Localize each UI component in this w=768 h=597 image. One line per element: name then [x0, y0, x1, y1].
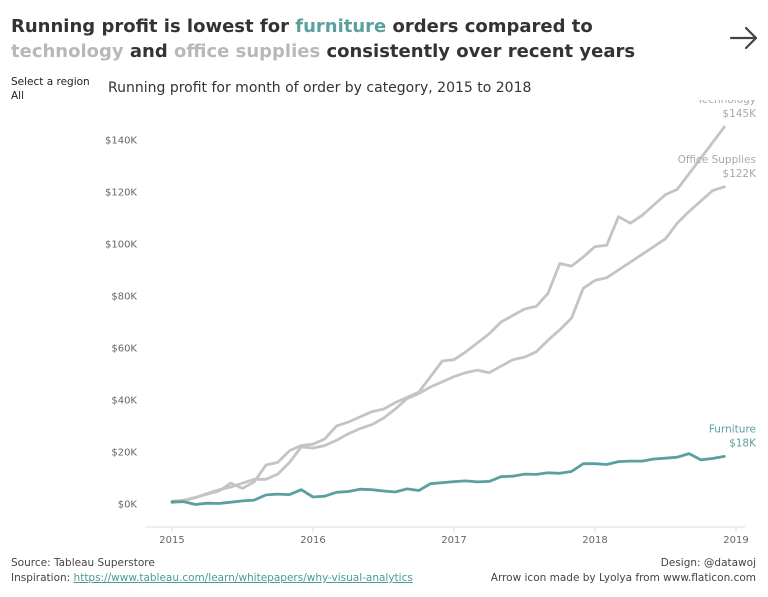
y-tick-label: $60K [111, 344, 137, 355]
y-tick-label: $80K [111, 292, 137, 303]
inspiration-link[interactable]: https://www.tableau.com/learn/whitepaper… [73, 572, 413, 584]
y-tick-label: $20K [111, 448, 137, 459]
footer-right: Design: @datawoj Arrow icon made by Lyol… [491, 556, 756, 586]
headline-part-4: consistently over recent years [320, 41, 636, 62]
x-tick-label: 2016 [300, 535, 325, 546]
icon-credit: Arrow icon made by Lyolya from www.flati… [490, 572, 756, 584]
headline-part-3: and [123, 41, 175, 62]
footer-left: Source: Tableau Superstore Inspiration: … [11, 556, 413, 586]
chart-title: Running profit for month of order by cat… [108, 80, 532, 96]
series-line-furniture [170, 452, 726, 506]
headline-part-2: orders compared to [386, 16, 593, 37]
end-label-value-technology: $145K [722, 108, 757, 120]
end-label-name-furniture: Furniture [709, 423, 756, 435]
series-line-office-supplies [170, 185, 726, 505]
inspiration-line: Inspiration: https://www.tableau.com/lea… [11, 571, 413, 586]
inspiration-label: Inspiration: [11, 572, 74, 584]
y-tick-label: $100K [105, 240, 137, 251]
y-tick-label: $40K [111, 396, 137, 407]
headline: Running profit is lowest for furniture o… [11, 14, 691, 64]
headline-technology: technology [11, 41, 124, 62]
series-line-technology [170, 125, 726, 503]
end-label-value-office-supplies: $122K [722, 168, 757, 180]
headline-furniture: furniture [295, 16, 387, 37]
x-tick-label: 2019 [723, 535, 748, 546]
end-label-value-furniture: $18K [729, 437, 757, 449]
region-filter[interactable]: Select a region All [11, 76, 90, 102]
line-chart: $0K $20K $40K $60K $80K $100K $120K $140K 2015 20… [105, 100, 757, 546]
x-tick-label: 2015 [159, 535, 184, 546]
headline-part-1: Running profit is lowest for [11, 16, 296, 37]
x-tick-label: 2017 [441, 535, 466, 546]
end-label-name-technology: Technology [696, 100, 756, 106]
y-tick-label: $120K [105, 188, 137, 199]
y-tick-label: $0K [118, 500, 138, 511]
region-filter-label: Select a region [11, 76, 90, 88]
source-text: Source: Tableau Superstore [11, 557, 155, 569]
region-filter-value[interactable]: All [11, 90, 25, 102]
end-label-name-office-supplies: Office Supplies [678, 154, 756, 166]
design-credit: Design: @datawoj [660, 557, 756, 569]
arrow-right-icon[interactable] [728, 22, 760, 54]
headline-office-supplies: office supplies [174, 41, 321, 62]
x-tick-label: 2018 [582, 535, 607, 546]
y-tick-label: $140K [105, 136, 137, 147]
